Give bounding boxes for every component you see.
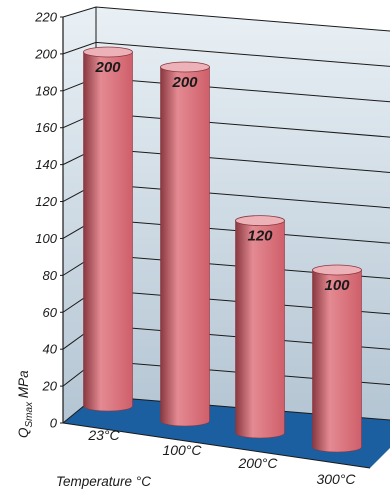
- y-tick-label: 120: [35, 194, 57, 209]
- bar-2: 120: [236, 216, 285, 438]
- bar-3: 100: [313, 265, 362, 452]
- y-tick-label: 40: [43, 342, 58, 357]
- y-tick-label: 20: [42, 379, 58, 394]
- y-tick-label: 180: [35, 83, 57, 98]
- x-axis-title: Temperature °C: [56, 474, 151, 489]
- x-tick-label: 300°C: [316, 471, 356, 487]
- x-tick-label: 200°C: [237, 455, 278, 471]
- bar-top: [161, 62, 210, 72]
- bar-body: [313, 270, 362, 452]
- y-tick-label: 60: [43, 305, 58, 320]
- bar-body: [236, 221, 285, 438]
- bar-body: [161, 67, 210, 426]
- bar-value-label: 200: [94, 59, 121, 76]
- bar-value-label: 120: [247, 228, 273, 245]
- y-tick-label: 200: [34, 46, 57, 61]
- x-tick-label: 100°C: [162, 442, 202, 458]
- bar-top: [236, 216, 285, 226]
- y-axis-title-unit: MPa: [16, 370, 31, 402]
- y-axis-title: QSmax MPa: [16, 370, 35, 438]
- bar-top: [313, 265, 362, 275]
- y-tick-label: 220: [34, 10, 57, 25]
- y-tick-label: 0: [50, 416, 58, 431]
- y-tick-label: 140: [35, 157, 57, 172]
- bar-value-label: 100: [324, 277, 350, 294]
- y-tick-labels: 0 20 40 60 80 100 120 140 160 180 200 220: [34, 10, 63, 431]
- y-tick-label: 100: [35, 231, 57, 246]
- x-tick-label: 23°C: [87, 427, 120, 443]
- y-tick-label: 80: [43, 268, 58, 283]
- bar-body: [84, 52, 133, 411]
- bar-1: 200: [161, 62, 210, 426]
- bar-top: [84, 47, 133, 57]
- y-tick-label: 160: [35, 120, 57, 135]
- y-axis-title-main: Q: [16, 427, 31, 438]
- bar-value-label: 200: [171, 74, 198, 91]
- bar-0: 200: [84, 47, 133, 411]
- y-axis-title-sub: Smax: [24, 401, 35, 428]
